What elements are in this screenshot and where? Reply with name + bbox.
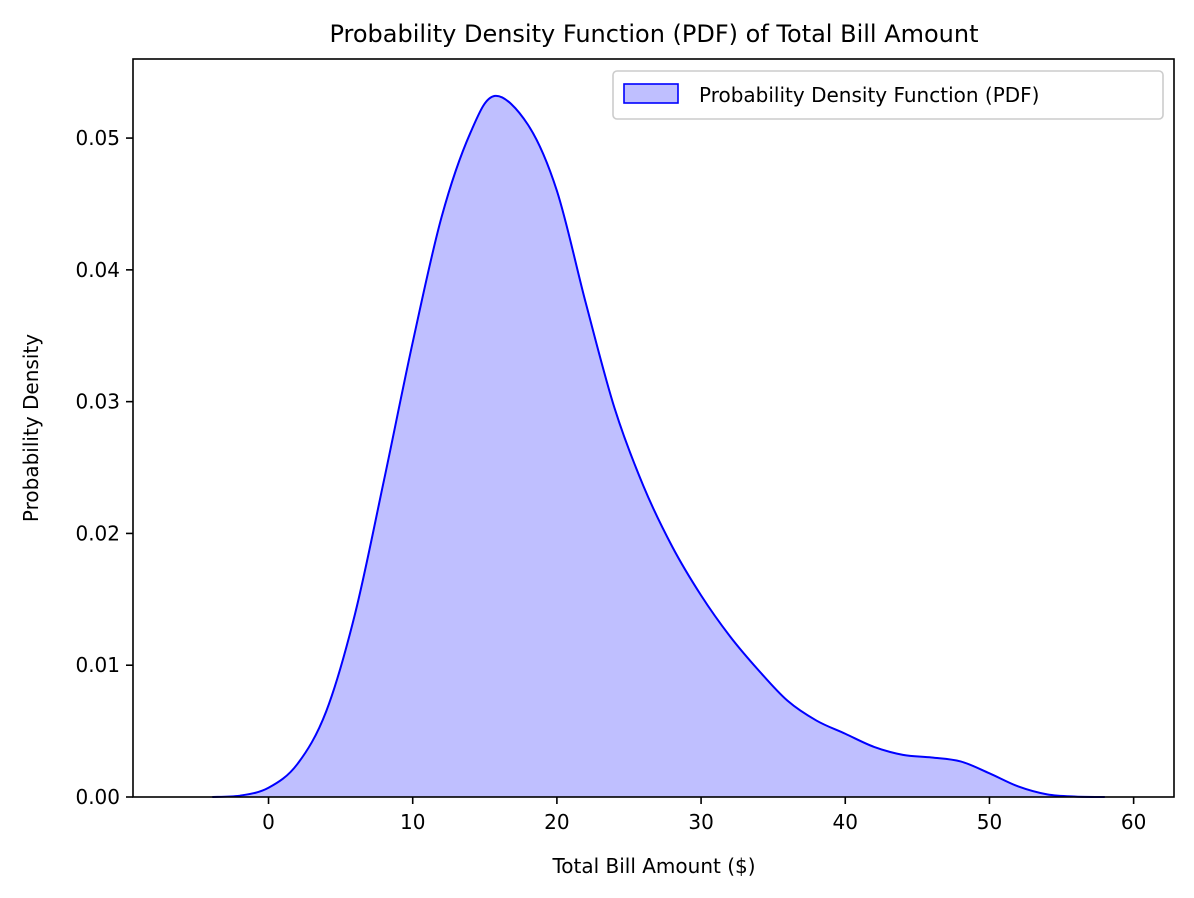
legend-frame <box>612 70 1164 120</box>
x-axis-label: Total Bill Amount ($) <box>551 854 755 878</box>
legend-swatch <box>623 83 679 104</box>
chart-title: Probability Density Function (PDF) of To… <box>329 20 978 48</box>
y-tick-label: 0.02 <box>75 521 120 545</box>
series-area-layer <box>212 94 1105 798</box>
x-tick-label: 20 <box>544 810 569 834</box>
x-tick-label: 30 <box>688 810 713 834</box>
x-tick-label: 40 <box>833 810 858 834</box>
x-tick-label: 10 <box>400 810 425 834</box>
x-tick-label: 0 <box>262 810 275 834</box>
y-tick-label: 0.01 <box>75 653 120 677</box>
y-tick-label: 0.03 <box>75 390 120 414</box>
y-tick-label: 0.05 <box>75 126 120 150</box>
axes-frame <box>132 58 1175 798</box>
y-tick-label: 0.04 <box>75 258 120 282</box>
series-0-line <box>212 94 1105 798</box>
y-axis: 0.00 0.01 0.02 0.03 0.04 0.05 <box>75 126 133 809</box>
y-tick-label: 0.00 <box>75 785 120 809</box>
legend-label: Probability Density Function (PDF) <box>699 83 1039 107</box>
x-tick-label: 60 <box>1121 810 1146 834</box>
series-0-area-fill <box>212 95 1105 798</box>
x-axis: 0 10 20 30 40 50 60 <box>262 797 1146 834</box>
legend: Probability Density Function (PDF) <box>612 70 1164 120</box>
plot-area <box>132 58 1175 798</box>
y-axis-label: Probability Density <box>19 334 43 522</box>
x-tick-label: 50 <box>977 810 1002 834</box>
